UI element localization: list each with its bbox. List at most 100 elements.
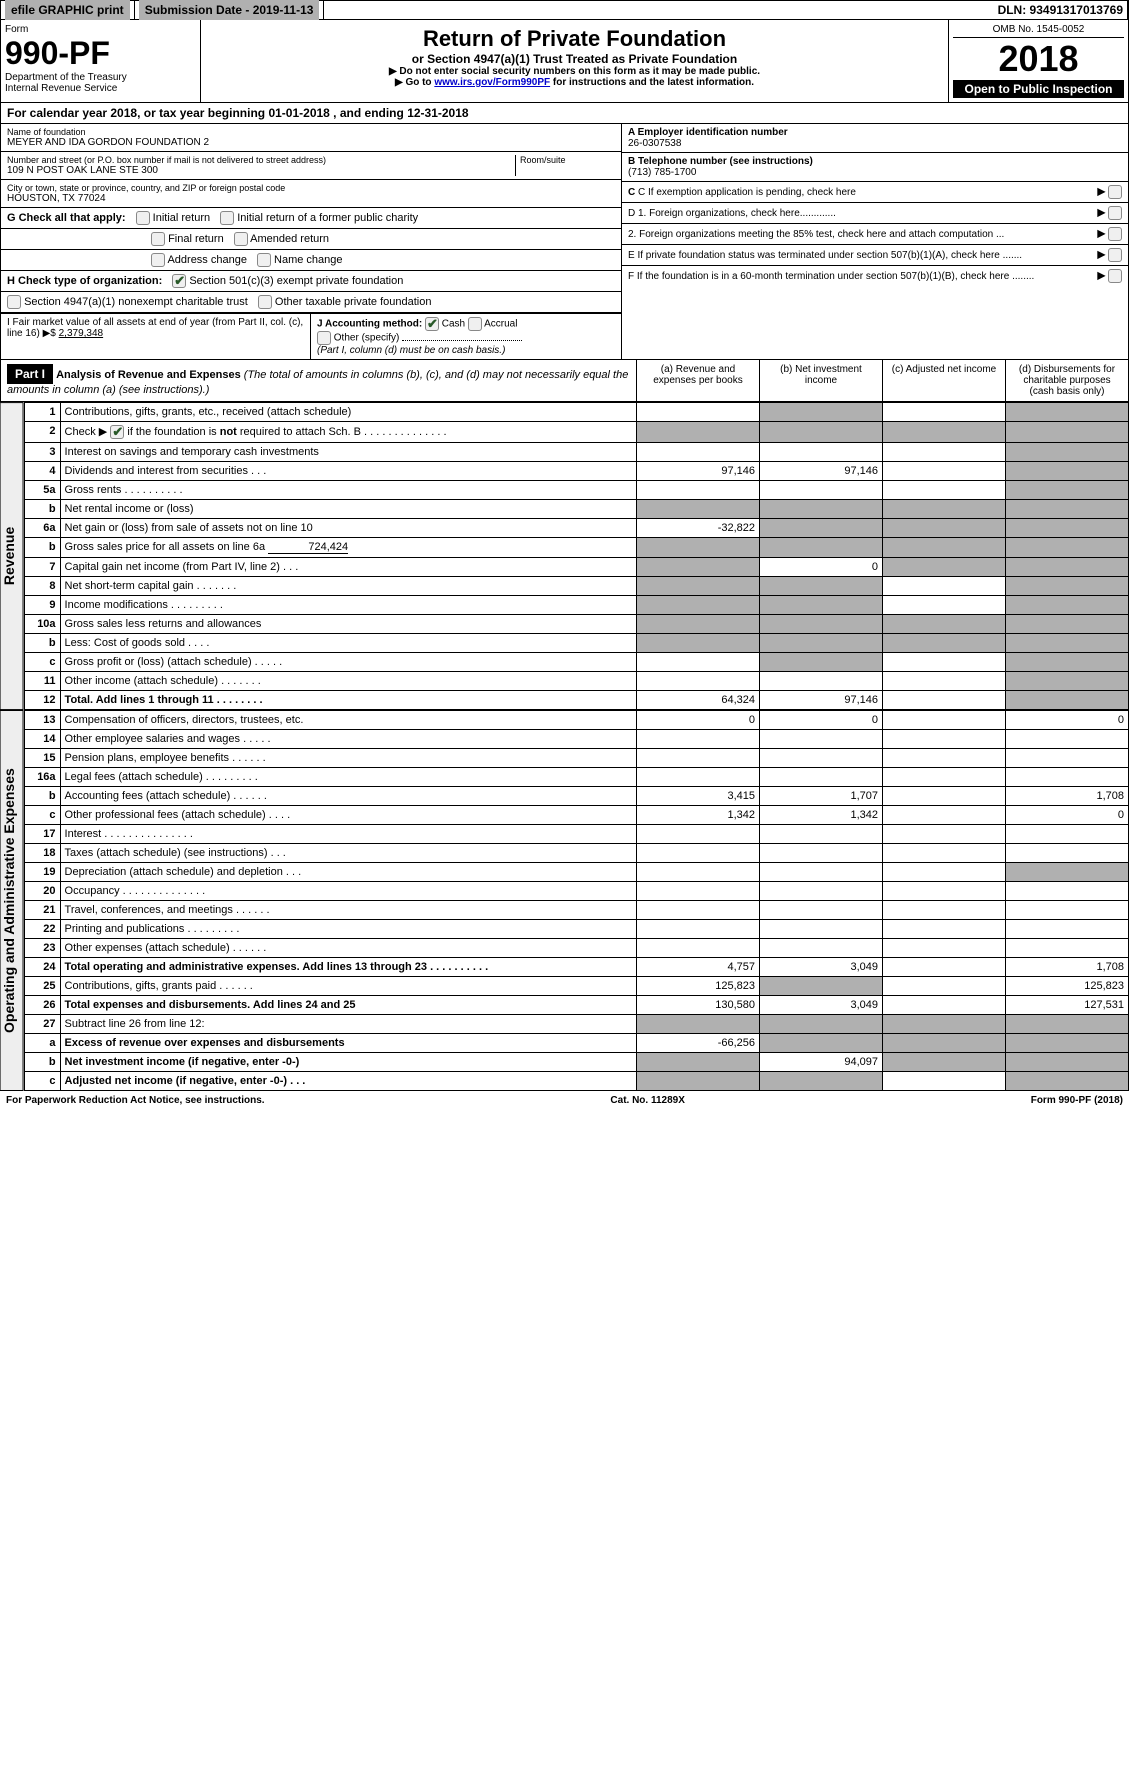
table-row: 14Other employee salaries and wages . . …: [24, 730, 1128, 749]
c-check[interactable]: [1108, 185, 1122, 199]
sec4947-check[interactable]: [7, 295, 21, 309]
ein-value: 26-0307538: [628, 138, 681, 149]
initial-return-check[interactable]: [136, 211, 150, 225]
d1-check[interactable]: [1108, 206, 1122, 220]
table-row: 26Total expenses and disbursements. Add …: [24, 996, 1128, 1015]
table-row: 18Taxes (attach schedule) (see instructi…: [24, 844, 1128, 863]
expenses-label: Operating and Administrative Expenses: [0, 710, 24, 1091]
foundation-name: MEYER AND IDA GORDON FOUNDATION 2: [7, 137, 615, 148]
g-row: G Check all that apply: Initial return I…: [1, 208, 621, 229]
form-header: Form 990-PF Department of the Treasury I…: [0, 20, 1129, 103]
part1-badge: Part I: [7, 364, 53, 384]
name-change-check[interactable]: [257, 253, 271, 267]
d2-label: 2. Foreign organizations meeting the 85%…: [628, 229, 1004, 240]
j-label: J Accounting method:: [317, 319, 422, 330]
initial-former-check[interactable]: [220, 211, 234, 225]
other-tax-check[interactable]: [258, 295, 272, 309]
col-a-head: (a) Revenue and expenses per books: [636, 360, 759, 401]
street-cell: Number and street (or P.O. box number if…: [1, 152, 621, 180]
part1-desc: Part I Analysis of Revenue and Expenses …: [1, 360, 636, 401]
cash-label: Cash: [442, 319, 465, 330]
name-cell: Name of foundation MEYER AND IDA GORDON …: [1, 124, 621, 152]
e-label: E If private foundation status was termi…: [628, 250, 1022, 261]
final-return-check[interactable]: [151, 232, 165, 246]
expenses-table: 13Compensation of officers, directors, t…: [24, 710, 1129, 1091]
irs-link[interactable]: www.irs.gov/Form990PF: [434, 77, 550, 88]
other-spec-label: Other (specify): [334, 333, 400, 344]
other-tax-label: Other taxable private foundation: [275, 296, 432, 308]
table-row: 24Total operating and administrative exp…: [24, 958, 1128, 977]
f-check[interactable]: [1108, 269, 1122, 283]
i-cell: I Fair market value of all assets at end…: [1, 314, 311, 359]
f-cell: F If the foundation is in a 60-month ter…: [622, 266, 1128, 286]
form-title: Return of Private Foundation: [207, 26, 942, 52]
name-label: Name of foundation: [7, 127, 615, 137]
table-row: aExcess of revenue over expenses and dis…: [24, 1034, 1128, 1053]
sec501-check[interactable]: [172, 274, 186, 288]
sch-b-check[interactable]: [110, 425, 124, 439]
e-cell: E If private foundation status was termi…: [622, 245, 1128, 266]
e-check[interactable]: [1108, 248, 1122, 262]
entity-right: A Employer identification number 26-0307…: [621, 124, 1128, 359]
table-row: 8Net short-term capital gain . . . . . .…: [24, 577, 1128, 596]
table-row: 1Contributions, gifts, grants, etc., rec…: [24, 403, 1128, 422]
form-subtitle: or Section 4947(a)(1) Trust Treated as P…: [207, 52, 942, 66]
table-row: 6aNet gain or (loss) from sale of assets…: [24, 519, 1128, 538]
table-row: 25Contributions, gifts, grants paid . . …: [24, 977, 1128, 996]
efile-link[interactable]: efile GRAPHIC print: [1, 1, 135, 19]
amended-return-check[interactable]: [234, 232, 248, 246]
c-cell: C C If exemption application is pending,…: [622, 182, 1128, 203]
table-row: cGross profit or (loss) (attach schedule…: [24, 653, 1128, 672]
table-row: 4Dividends and interest from securities …: [24, 462, 1128, 481]
table-row: bNet investment income (if negative, ent…: [24, 1053, 1128, 1072]
j-cell: J Accounting method: Cash Accrual Other …: [311, 314, 621, 359]
cash-check[interactable]: [425, 317, 439, 331]
tax-year: 2018: [953, 38, 1124, 80]
table-row: cOther professional fees (attach schedul…: [24, 806, 1128, 825]
form-word: Form: [5, 24, 196, 35]
room-label: Room/suite: [520, 155, 615, 165]
address-change-label: Address change: [167, 254, 247, 266]
d2-check[interactable]: [1108, 227, 1122, 241]
r26-desc: Total expenses and disbursements. Add li…: [65, 999, 356, 1011]
omb: OMB No. 1545-0052: [953, 24, 1124, 38]
table-row: 3Interest on savings and temporary cash …: [24, 443, 1128, 462]
city-label: City or town, state or province, country…: [7, 183, 615, 193]
h-row: H Check type of organization: Section 50…: [1, 271, 621, 292]
footer: For Paperwork Reduction Act Notice, see …: [0, 1091, 1129, 1110]
j-note: (Part I, column (d) must be on cash basi…: [317, 345, 505, 356]
note2-pre: ▶ Go to: [395, 77, 434, 88]
initial-former-label: Initial return of a former public charit…: [237, 212, 418, 224]
revenue-section: Revenue 1Contributions, gifts, grants, e…: [0, 402, 1129, 710]
table-row: 27Subtract line 26 from line 12:: [24, 1015, 1128, 1034]
expenses-section: Operating and Administrative Expenses 13…: [0, 710, 1129, 1091]
accrual-check[interactable]: [468, 317, 482, 331]
table-row: 20Occupancy . . . . . . . . . . . . . .: [24, 882, 1128, 901]
dept: Department of the Treasury: [5, 72, 196, 83]
table-row: 11Other income (attach schedule) . . . .…: [24, 672, 1128, 691]
table-row: bLess: Cost of goods sold . . . .: [24, 634, 1128, 653]
footer-right: Form 990-PF (2018): [1031, 1095, 1123, 1106]
cal-pre: For calendar year 2018, or tax year begi…: [7, 106, 268, 120]
table-row: 23Other expenses (attach schedule) . . .…: [24, 939, 1128, 958]
efile-button[interactable]: efile GRAPHIC print: [5, 0, 130, 20]
cal-end: 12-31-2018: [407, 106, 468, 120]
h-row2: Section 4947(a)(1) nonexempt charitable …: [1, 292, 621, 313]
r12-desc: Total. Add lines 1 through 11 . . . . . …: [65, 694, 263, 706]
table-row: 2Check ▶ if the foundation is not requir…: [24, 422, 1128, 443]
g-row2: Final return Amended return: [1, 229, 621, 250]
part1-header-row: Part I Analysis of Revenue and Expenses …: [0, 360, 1129, 402]
other-spec-check[interactable]: [317, 331, 331, 345]
phone-value: (713) 785-1700: [628, 167, 696, 178]
note2-post: for instructions and the latest informat…: [550, 77, 754, 88]
address-change-check[interactable]: [151, 253, 165, 267]
footer-left: For Paperwork Reduction Act Notice, see …: [6, 1095, 265, 1106]
form-number: 990-PF: [5, 35, 196, 72]
table-row: 21Travel, conferences, and meetings . . …: [24, 901, 1128, 920]
d1-cell: D 1. Foreign organizations, check here..…: [622, 203, 1128, 224]
table-row: 13Compensation of officers, directors, t…: [24, 711, 1128, 730]
table-row: bAccounting fees (attach schedule) . . .…: [24, 787, 1128, 806]
sec4947-label: Section 4947(a)(1) nonexempt charitable …: [24, 296, 248, 308]
b-label: B Telephone number (see instructions): [628, 156, 813, 167]
a-cell: A Employer identification number 26-0307…: [622, 124, 1128, 153]
